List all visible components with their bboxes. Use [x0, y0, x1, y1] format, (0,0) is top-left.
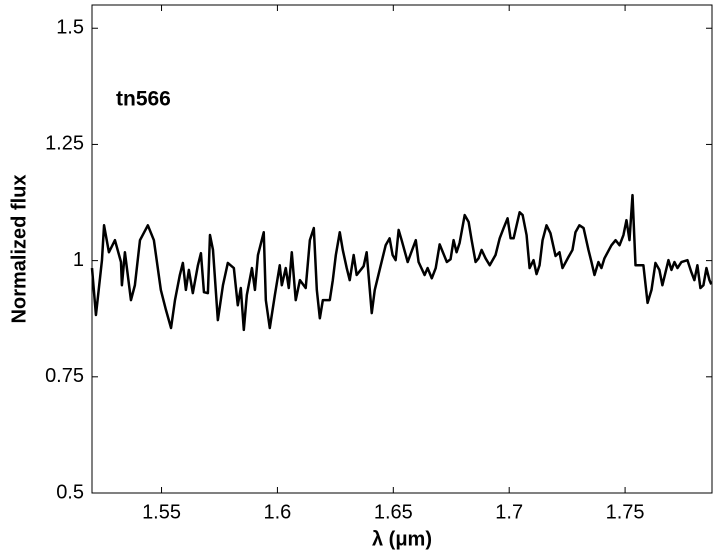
y-tick-label: 0.5 — [56, 481, 84, 503]
y-tick-label: 1.5 — [56, 17, 84, 39]
x-tick-label: 1.65 — [374, 501, 413, 523]
y-tick-label: 1 — [73, 249, 84, 271]
annotation: tn566 — [116, 88, 171, 111]
x-axis-label: λ (μm) — [372, 528, 432, 550]
x-tick-label: 1.55 — [142, 501, 181, 523]
spectrum-line — [90, 193, 713, 332]
x-tick-label: 1.75 — [606, 501, 645, 523]
y-tick-label: 0.75 — [45, 365, 84, 387]
x-tick-label: 1.7 — [495, 501, 523, 523]
y-axis-label: Normalized flux — [8, 175, 30, 324]
x-tick-label: 1.6 — [264, 501, 292, 523]
plot-frame — [91, 4, 713, 494]
y-tick-label: 1.25 — [45, 133, 84, 155]
